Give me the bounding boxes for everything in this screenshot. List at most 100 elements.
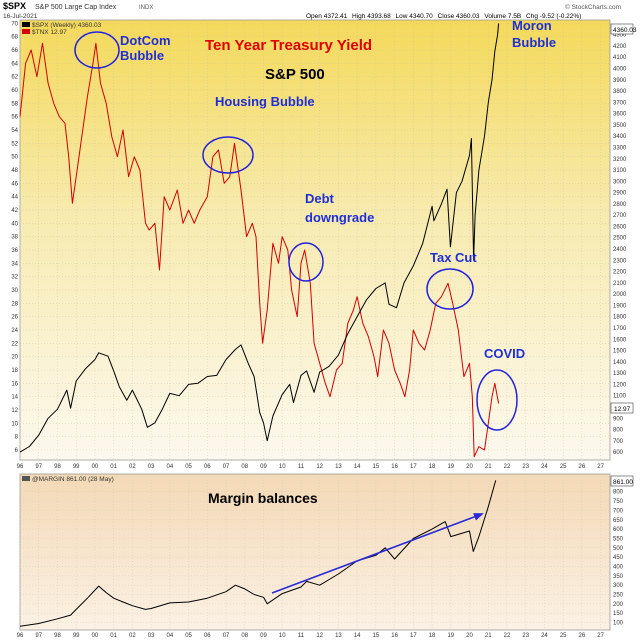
- margin-x-tick-label: 12: [316, 633, 323, 639]
- right-tick-label: 1600: [613, 337, 627, 343]
- circle-dotcom: [74, 31, 120, 69]
- legend-swatch-margin: [22, 476, 30, 481]
- margin-right-tick-label: 650: [613, 518, 624, 524]
- annotation-covid: COVID: [484, 346, 525, 361]
- header-ohlc: Open 4372.41 High 4393.68 Low 4340.70 Cl…: [306, 13, 581, 20]
- right-tick-label: 3700: [613, 100, 627, 106]
- margin-x-tick-label: 01: [110, 633, 117, 639]
- annotation-dotcom-line1: DotCom: [120, 33, 171, 48]
- margin-x-tick-label: 25: [560, 633, 567, 639]
- x-tick-label: 13: [335, 464, 342, 470]
- right-tick-label: 1200: [613, 382, 627, 388]
- header-date: 16-Jul-2021: [3, 13, 38, 20]
- margin-right-tick-label: 100: [613, 621, 624, 627]
- margin-panel-grid: [19, 474, 610, 630]
- x-tick-label: 06: [204, 464, 211, 470]
- margin-right-tick-label: 750: [613, 499, 624, 505]
- x-tick-label: 20: [466, 464, 473, 470]
- left-axis-ticks: 6810121416182022242628303234363840424446…: [11, 21, 18, 454]
- right-tick-label: 3800: [613, 89, 627, 95]
- margin-x-tick-label: 99: [73, 633, 80, 639]
- annotation-debt-line1: Debt: [305, 191, 335, 206]
- legend-margin: @MARGIN 861.00 (28 May): [32, 476, 114, 483]
- margin-x-tick-label: 07: [223, 633, 230, 639]
- circle-debt: [288, 242, 324, 282]
- left-tick-label: 36: [11, 248, 18, 254]
- margin-x-tick-label: 03: [148, 633, 155, 639]
- right-tick-label: 4300: [613, 33, 627, 39]
- right-tick-label: 2000: [613, 292, 627, 298]
- left-tick-label: 52: [11, 141, 18, 147]
- margin-right-tick-label: 550: [613, 536, 624, 542]
- margin-x-tick-label: 02: [129, 633, 136, 639]
- circle-covid: [476, 369, 518, 431]
- left-tick-label: 16: [11, 381, 18, 387]
- price-panel-grid: [19, 20, 610, 460]
- left-tick-label: 50: [11, 155, 18, 161]
- legend-swatch-tnx: [22, 29, 30, 34]
- header-exchange: INDX: [139, 5, 153, 11]
- legend-tnx: $TNX 12.97: [32, 29, 67, 36]
- margin-x-tick-label: 06: [204, 633, 211, 639]
- x-tick-label: 24: [541, 464, 548, 470]
- margin-x-tick-label: 15: [373, 633, 380, 639]
- left-tick-label: 44: [11, 195, 18, 201]
- margin-x-tick-label: 00: [92, 633, 99, 639]
- margin-x-tick-label: 24: [541, 633, 548, 639]
- margin-right-tick-label: 800: [613, 490, 624, 496]
- margin-x-tick-label: 96: [17, 633, 24, 639]
- annotation-moron-line2: Bubble: [512, 35, 556, 50]
- left-tick-label: 66: [11, 48, 18, 54]
- left-tick-label: 28: [11, 301, 18, 307]
- margin-x-tick-label: 13: [335, 633, 342, 639]
- last-value-tags: 4360.03 12.97: [610, 23, 637, 414]
- price-legend: $SPX (Weekly) 4360.03 $TNX 12.97: [22, 22, 102, 36]
- left-tick-label: 58: [11, 101, 18, 107]
- right-tick-label: 1400: [613, 360, 627, 366]
- right-tick-label: 1900: [613, 303, 627, 309]
- left-tick-label: 64: [11, 61, 18, 67]
- yield-series-line: [19, 42, 500, 458]
- right-tick-label: 2200: [613, 270, 627, 276]
- tnx-last-tag-box: [610, 402, 634, 414]
- margin-x-axis-ticks: 96 97 98 99 00 01 02 03 04 05 06 07 08 09 10 11 12 13 14 15…: [17, 633, 605, 639]
- x-tick-label: 10: [279, 464, 286, 470]
- annotation-housing: Housing Bubble: [215, 94, 315, 109]
- right-tick-label: 900: [613, 416, 624, 422]
- margin-right-tick-label: 450: [613, 555, 624, 561]
- right-tick-label: 1800: [613, 315, 627, 321]
- margin-right-tick-label: 700: [613, 508, 624, 514]
- x-tick-label: 01: [110, 464, 117, 470]
- left-tick-label: 46: [11, 181, 18, 187]
- margin-right-tick-label: 150: [613, 611, 624, 617]
- x-tick-label: 07: [223, 464, 230, 470]
- margin-x-tick-label: 16: [391, 633, 398, 639]
- margin-x-tick-label: 20: [466, 633, 473, 639]
- margin-x-tick-label: 23: [522, 633, 529, 639]
- right-axis-ticks: 6007008009001000110012001300140015001600…: [613, 33, 627, 456]
- margin-x-tick-label: 97: [35, 633, 42, 639]
- right-tick-label: 3600: [613, 112, 627, 118]
- left-tick-label: 20: [11, 355, 18, 361]
- annotations: Ten Year Treasury Yield S&P 500 DotCom B…: [74, 18, 556, 431]
- circle-taxcut: [426, 268, 474, 310]
- left-tick-label: 38: [11, 235, 18, 241]
- left-tick-label: 34: [11, 261, 18, 267]
- margin-x-tick-label: 17: [410, 633, 417, 639]
- x-tick-label: 22: [504, 464, 511, 470]
- x-tick-label: 02: [129, 464, 136, 470]
- right-tick-label: 1100: [613, 394, 627, 400]
- margin-panel: 1001502002503003504004505005506006507007…: [17, 473, 634, 639]
- x-tick-label: 15: [373, 464, 380, 470]
- left-tick-label: 40: [11, 221, 18, 227]
- margin-x-tick-label: 08: [241, 633, 248, 639]
- annotation-margin: Margin balances: [208, 490, 318, 506]
- margin-x-tick-label: 26: [579, 633, 586, 639]
- x-tick-label: 99: [73, 464, 80, 470]
- right-tick-label: 3100: [613, 168, 627, 174]
- annotation-taxcut: Tax Cut: [430, 250, 477, 265]
- left-tick-label: 6: [15, 448, 19, 454]
- margin-right-tick-label: 350: [613, 574, 624, 580]
- x-tick-label: 16: [391, 464, 398, 470]
